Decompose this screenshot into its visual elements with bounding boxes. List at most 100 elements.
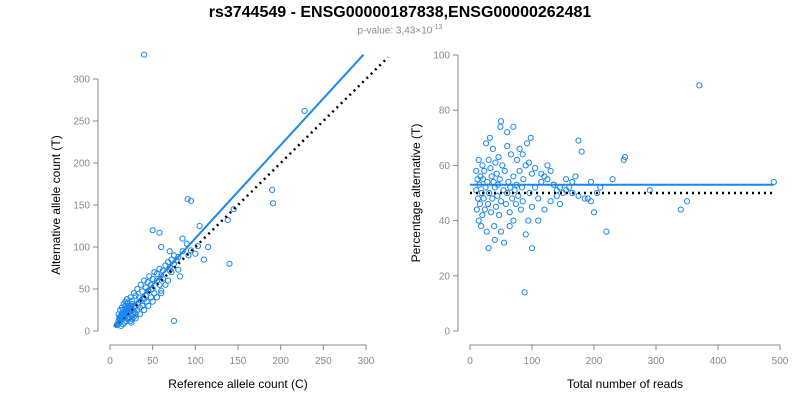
panel-1-data-point	[158, 243, 165, 251]
panel-1-x-tick-label: 300	[358, 356, 375, 367]
panel-1-data-point	[145, 302, 152, 309]
panel-2-data-point	[587, 198, 595, 205]
panel-2-data-point	[486, 134, 493, 141]
panel-2-data-point	[504, 129, 511, 136]
panel-1-data-point	[149, 227, 156, 234]
panel-2-data-point	[544, 162, 551, 169]
panel-1-data-point	[179, 235, 186, 242]
panel-2-data-point	[485, 156, 492, 163]
panel-2-data-point	[479, 162, 486, 169]
panel-2-data-point	[475, 156, 482, 163]
panel-2-data-point	[517, 206, 524, 213]
panel-1-x-axis-title: Reference allele count (C)	[168, 377, 307, 391]
panel-2-data-point	[473, 167, 480, 175]
panel-1-data-point	[153, 294, 161, 301]
panel-2-data-point	[506, 209, 513, 216]
panel-1-y-tick-label: 300	[73, 75, 90, 86]
panel-1-y-axis-title: Alternative allele count (T)	[49, 135, 63, 274]
panel-2-x-tick-label: 0	[467, 356, 473, 367]
panel-1-data-point	[139, 288, 146, 295]
panel-2-data-point	[497, 118, 505, 125]
panel-2-data-point	[479, 211, 486, 219]
panel-2-data-point	[514, 156, 521, 163]
panel-2-data-point	[516, 167, 523, 175]
panel-2-data-point	[501, 239, 508, 246]
panel-1-y-tick-label: 0	[84, 327, 90, 338]
panel-2-x-tick-label: 500	[772, 356, 789, 367]
panel-1-data-point	[149, 275, 156, 283]
panel-2-y-tick-label: 80	[439, 106, 451, 117]
panel-1-data-point	[141, 51, 148, 58]
panel-1-data-point	[137, 281, 144, 288]
panel-2-data-point	[501, 167, 508, 175]
panel-2-data-point	[527, 134, 534, 141]
panel-2-data-point	[547, 198, 554, 205]
panel-2-data-point	[487, 209, 495, 216]
panel-1-x-tick-label: 250	[315, 356, 332, 367]
panel-2-data-point	[476, 200, 484, 208]
panel-2-data-point	[532, 165, 539, 172]
panel-2-data-point	[510, 217, 517, 224]
panel-1-data-point	[205, 243, 212, 251]
panel-2-x-tick-label: 200	[586, 356, 603, 367]
panel-2-data-point	[544, 176, 551, 183]
panel-2-x-axis-title: Total number of reads	[567, 377, 683, 391]
panel-1-data-point	[224, 217, 231, 224]
panel-2-data-point	[581, 195, 588, 202]
panel-2-data-point	[594, 189, 601, 197]
panel-2-data-point	[496, 211, 503, 219]
panel-2-data-point	[590, 209, 598, 216]
panel-1-data-point	[149, 298, 156, 305]
panel-2-data-point	[473, 206, 480, 213]
chart-title: rs3744549 - ENSG00000187838,ENSG00000262…	[208, 4, 592, 21]
panel-2-data-point	[478, 189, 485, 197]
panel-2-data-point	[483, 228, 490, 235]
panel-2-data-point	[646, 187, 653, 194]
panel-2-data-point	[489, 145, 497, 152]
panel-2-data-point	[481, 206, 488, 213]
panel-2-data-point	[523, 140, 531, 147]
panel-1-data-point	[175, 266, 182, 273]
panel-1-x-tick-label: 150	[230, 356, 247, 367]
panel-2-data-point	[603, 228, 610, 235]
panel-2-data-point	[519, 198, 526, 205]
panel-1-data-point	[141, 277, 148, 284]
panel-2-y-tick-label: 40	[439, 216, 451, 227]
panel-2-x-tick-label: 300	[648, 356, 665, 367]
panel-1-data-point	[187, 247, 195, 254]
panel-1-data-point	[162, 281, 169, 288]
panel-1-data-point	[192, 250, 199, 257]
panel-2-data-point	[516, 145, 523, 152]
panel-2-data-point	[478, 223, 485, 230]
panel-2-data-point	[526, 189, 533, 197]
panel-1-data-point	[141, 306, 148, 314]
panel-1-data-point	[200, 256, 207, 263]
panel-2-data-point	[547, 167, 554, 175]
panel-1-data-point	[132, 292, 139, 299]
panel-1-data-point	[269, 186, 276, 193]
panel-2-data-point	[578, 148, 585, 155]
panel-1-data-point	[132, 315, 139, 322]
panel-1-data-point	[301, 107, 308, 115]
panel-1-data-point	[179, 248, 186, 255]
panel-2-data-point	[475, 217, 482, 224]
panel-2-data-point	[491, 236, 498, 244]
panel-1-y-tick-label: 250	[73, 117, 90, 128]
panel-1-data-point	[170, 317, 178, 325]
panel-2-y-tick-label: 0	[444, 327, 450, 338]
panel-1-data-point	[226, 260, 233, 267]
panel-2-data-point	[696, 82, 703, 89]
panel-2-data-point	[553, 192, 560, 199]
panel-2-data-point	[538, 170, 545, 177]
panel-2-data-point	[474, 176, 481, 183]
panel-2-data-point	[497, 198, 505, 205]
panel-2-data-point	[485, 245, 492, 252]
panel-2-data-point	[528, 203, 536, 210]
panel-2-y-tick-label: 100	[433, 51, 450, 62]
panel-2-x-tick-label: 400	[710, 356, 727, 367]
panel-1-x-tick-label: 50	[147, 356, 159, 367]
panel-2-data-point	[525, 159, 533, 166]
panel-2-data-point	[522, 231, 529, 238]
panel-2-data-point	[488, 173, 495, 180]
